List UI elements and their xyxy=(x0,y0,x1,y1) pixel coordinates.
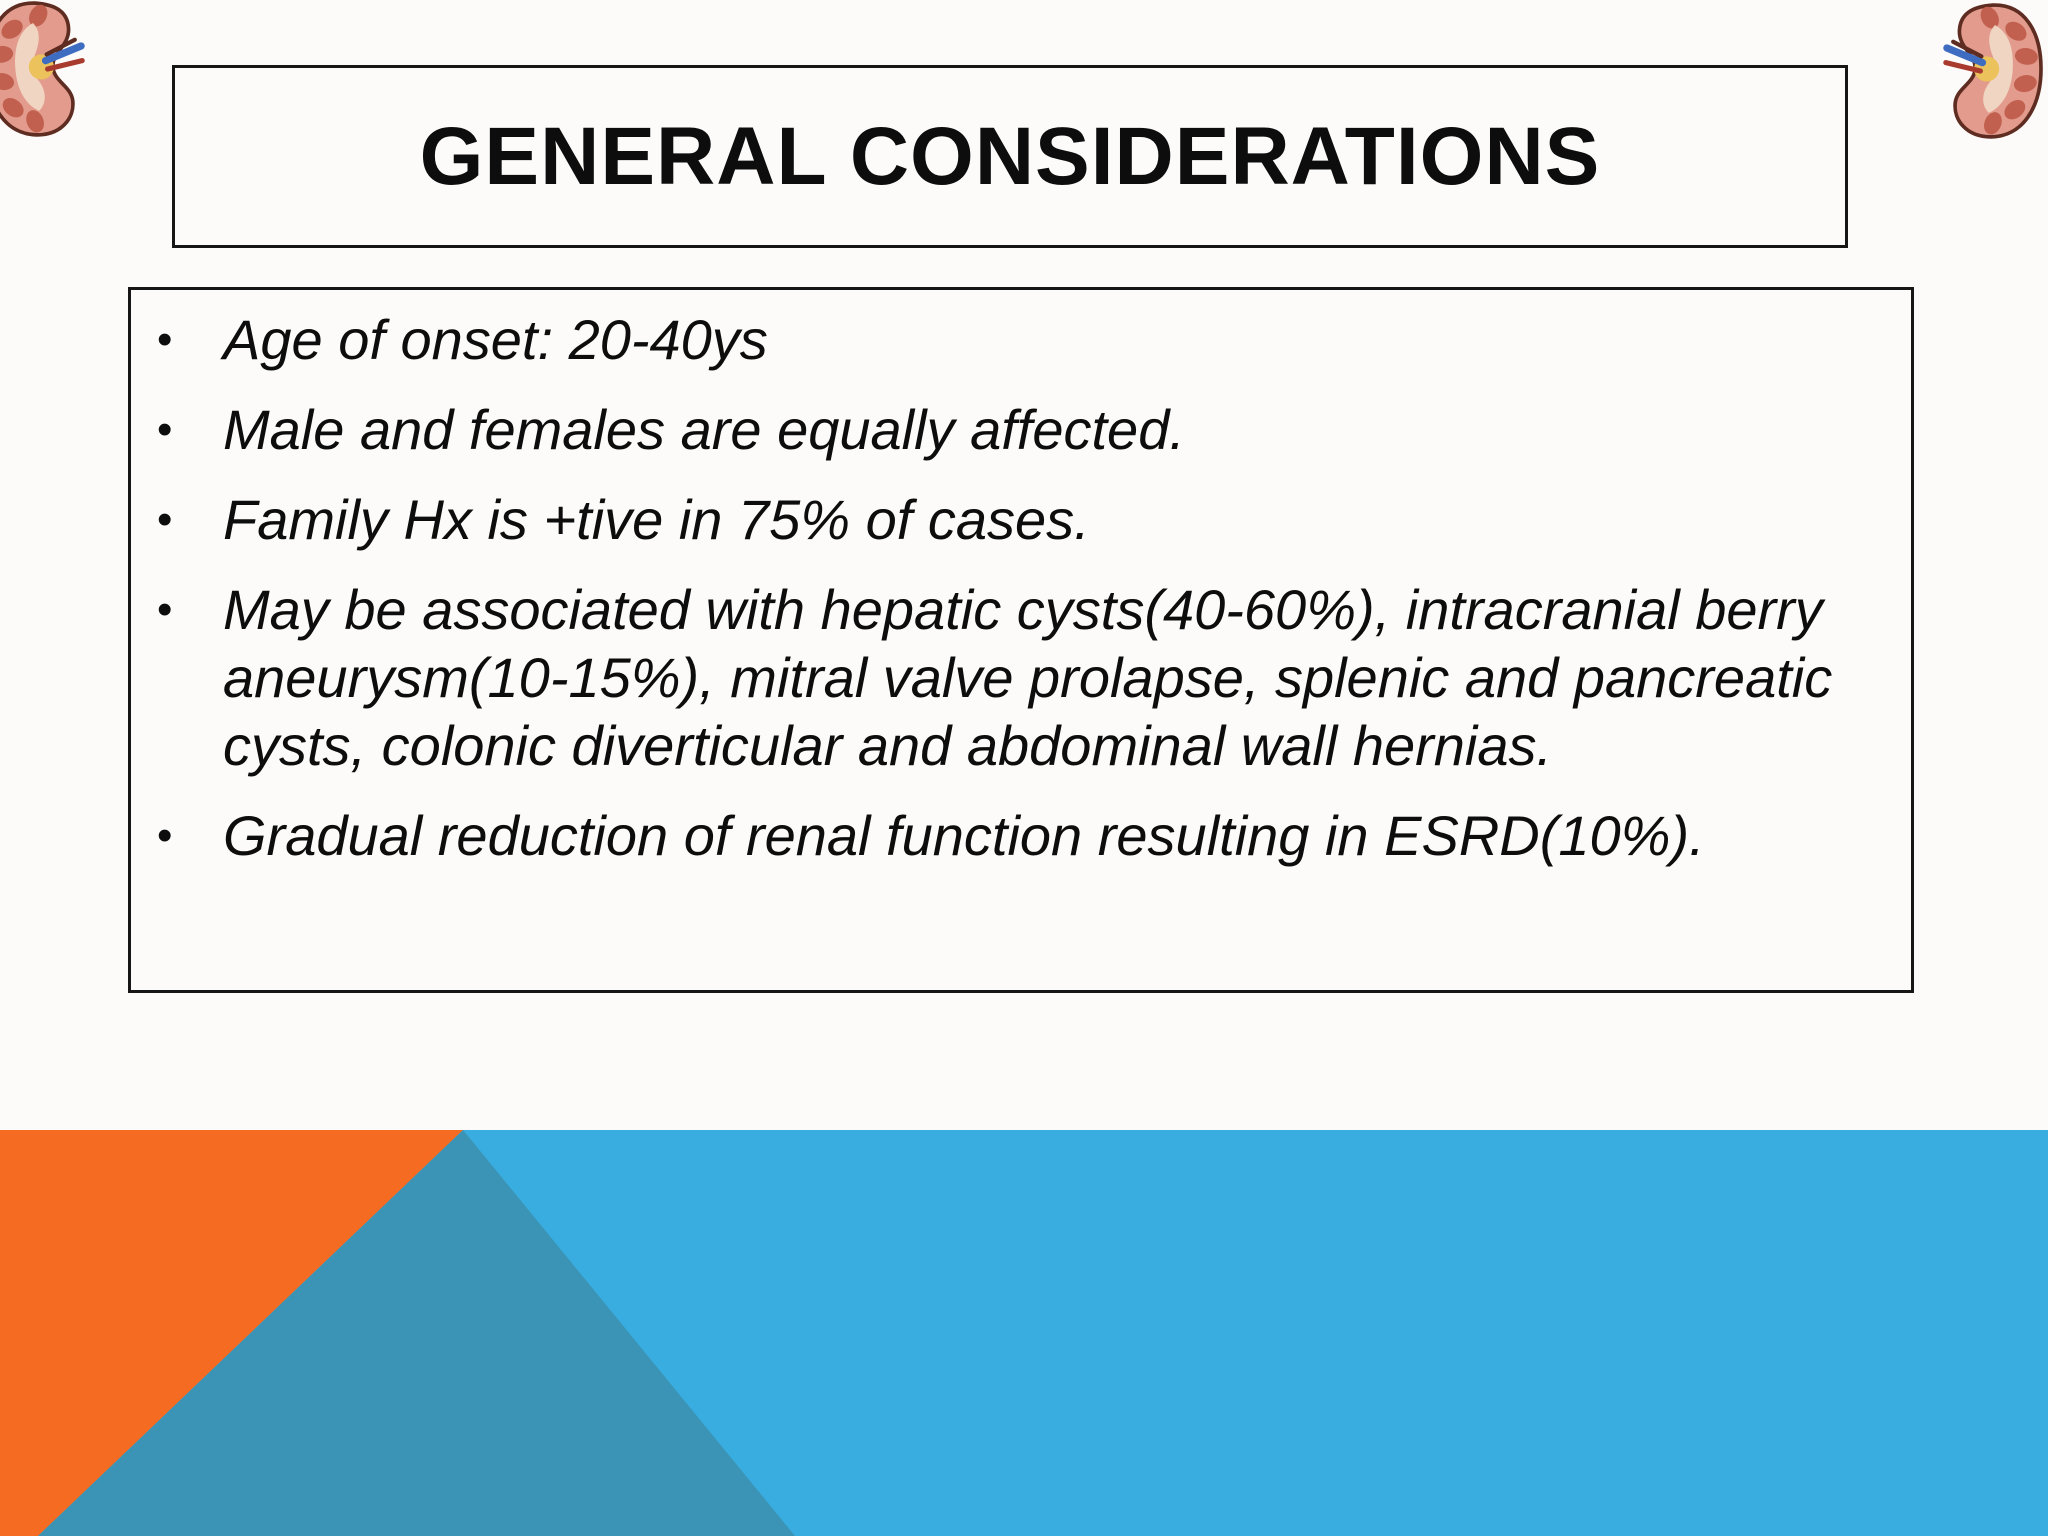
bullet-text: May be associated with hepatic cysts(40-… xyxy=(223,578,1833,777)
bullet-text: Age of onset: 20-40ys xyxy=(223,308,768,371)
kidney-illustration-right-icon xyxy=(1943,3,2043,139)
bullet-text: Male and females are equally affected. xyxy=(223,398,1185,461)
page-title: GENERAL CONSIDERATIONS xyxy=(419,110,1601,202)
bullet-icon: • xyxy=(157,585,173,634)
bullet-list: • Age of onset: 20-40ys • Male and femal… xyxy=(131,306,1883,870)
bullet-text: Gradual reduction of renal function resu… xyxy=(223,804,1705,867)
footer-band xyxy=(0,1130,2048,1536)
list-item: • Age of onset: 20-40ys xyxy=(131,306,1883,374)
list-item: • Gradual reduction of renal function re… xyxy=(131,802,1883,870)
bullet-icon: • xyxy=(157,315,173,364)
kidney-illustration-left-icon xyxy=(0,1,85,137)
list-item: • Family Hx is +tive in 75% of cases. xyxy=(131,486,1883,554)
list-item: • Male and females are equally affected. xyxy=(131,396,1883,464)
bullet-text: Family Hx is +tive in 75% of cases. xyxy=(223,488,1090,551)
content-box: • Age of onset: 20-40ys • Male and femal… xyxy=(128,287,1914,993)
bullet-icon: • xyxy=(157,495,173,544)
list-item: • May be associated with hepatic cysts(4… xyxy=(131,576,1883,780)
bullet-icon: • xyxy=(157,405,173,454)
title-box: GENERAL CONSIDERATIONS xyxy=(172,65,1848,248)
bullet-icon: • xyxy=(157,811,173,860)
